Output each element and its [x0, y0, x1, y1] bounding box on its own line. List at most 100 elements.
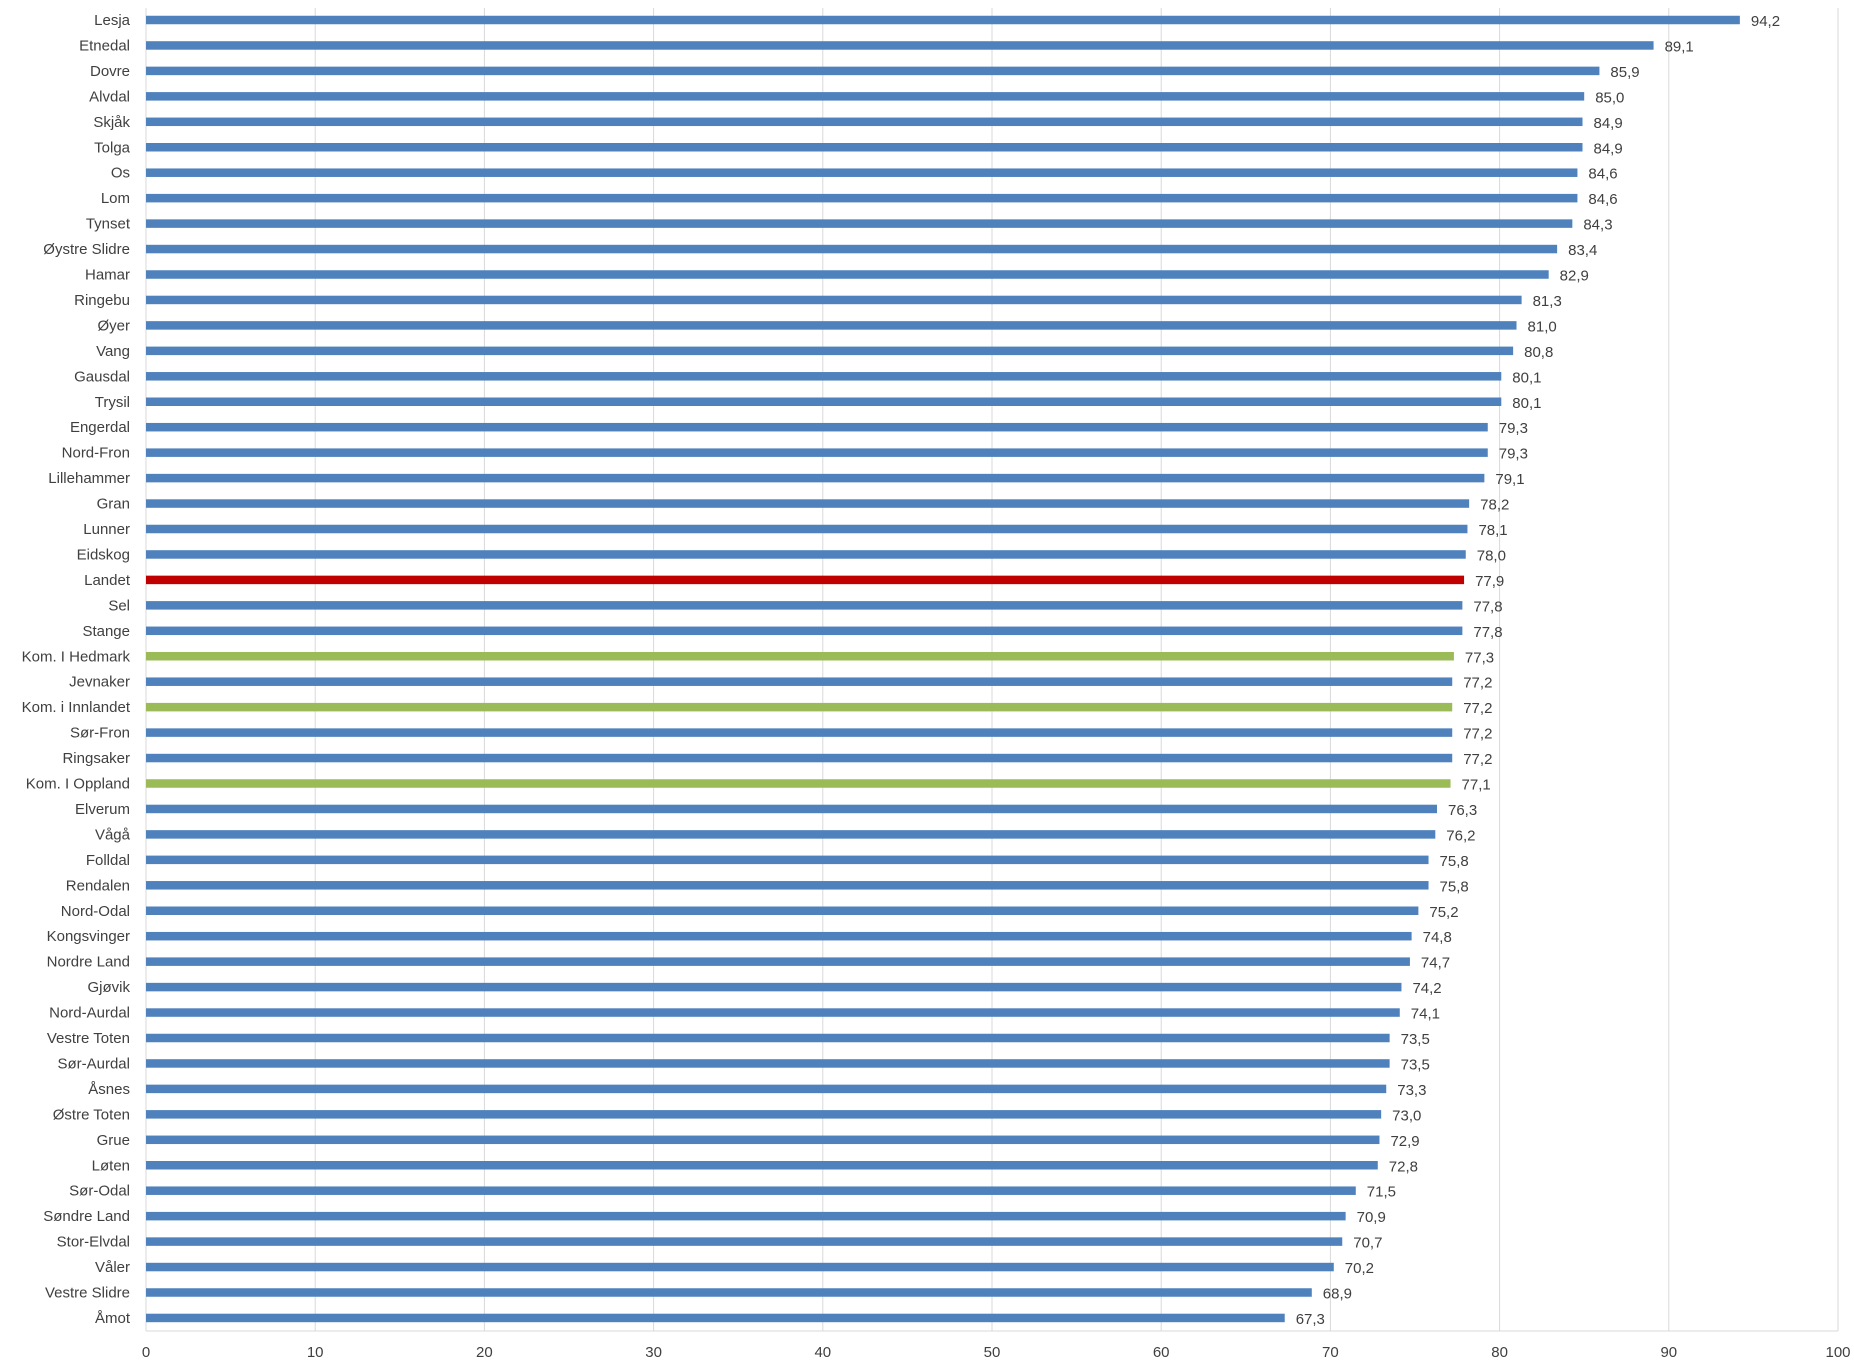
bar	[146, 779, 1451, 788]
data-label: 84,9	[1594, 140, 1623, 157]
data-label: 85,9	[1610, 64, 1639, 81]
category-label: Vestre Toten	[47, 1030, 130, 1047]
data-label: 73,0	[1392, 1107, 1421, 1124]
x-tick-label: 30	[645, 1344, 662, 1360]
bar	[146, 499, 1470, 508]
category-label: Lom	[101, 190, 130, 207]
bar	[146, 219, 1573, 228]
category-label: Hamar	[85, 267, 130, 284]
data-label: 75,8	[1440, 878, 1469, 895]
category-label: Kom. I Hedmark	[22, 648, 131, 665]
data-label: 68,9	[1323, 1286, 1352, 1303]
category-label: Sør-Odal	[69, 1183, 130, 1200]
bar	[146, 15, 1740, 25]
category-label: Nordre Land	[47, 954, 130, 971]
x-tick-label: 80	[1491, 1344, 1508, 1360]
data-label: 67,3	[1296, 1311, 1325, 1328]
category-label: Lesja	[94, 12, 131, 29]
category-label: Ringsaker	[62, 750, 130, 767]
data-label: 75,2	[1429, 904, 1458, 921]
data-label: 72,9	[1390, 1133, 1419, 1150]
data-label: 70,9	[1357, 1209, 1386, 1226]
bar	[146, 601, 1463, 610]
data-label: 79,1	[1495, 471, 1524, 488]
bar	[146, 957, 1410, 966]
bar	[146, 117, 1583, 127]
data-label: 84,3	[1583, 217, 1612, 234]
bar	[146, 550, 1466, 559]
data-label: 84,6	[1588, 191, 1617, 208]
data-label: 72,8	[1389, 1158, 1418, 1175]
bar	[146, 473, 1485, 483]
category-label: Tolga	[94, 139, 131, 156]
data-label: 77,2	[1463, 751, 1492, 768]
bar	[146, 346, 1514, 356]
bar	[146, 295, 1522, 305]
bar	[146, 41, 1654, 50]
data-label: 80,1	[1512, 369, 1541, 386]
category-label: Gjøvik	[88, 979, 131, 996]
data-label: 77,2	[1463, 675, 1492, 692]
x-tick-label: 40	[814, 1344, 831, 1360]
category-label: Gran	[97, 496, 130, 513]
gridlines	[145, 8, 1839, 1331]
bar	[146, 1161, 1378, 1170]
category-label: Åsnes	[88, 1081, 130, 1098]
category-label: Skjåk	[93, 114, 130, 131]
category-label: Eidskog	[77, 546, 130, 563]
bar	[146, 677, 1453, 686]
x-tick-label: 10	[307, 1344, 324, 1360]
category-label: Sel	[108, 597, 130, 614]
data-label: 84,6	[1588, 166, 1617, 183]
bar	[146, 1008, 1400, 1017]
bar	[146, 143, 1583, 152]
category-label: Gausdal	[74, 368, 130, 385]
category-label: Vang	[96, 343, 130, 360]
x-tick-label: 70	[1322, 1344, 1339, 1360]
category-label: Folldal	[86, 852, 130, 869]
category-label: Dovre	[90, 63, 130, 80]
bar	[146, 1059, 1390, 1068]
data-label: 70,7	[1353, 1235, 1382, 1252]
category-label: Lillehammer	[48, 470, 130, 487]
bar	[146, 1186, 1356, 1195]
bar	[146, 906, 1419, 915]
bar	[146, 1211, 1346, 1221]
category-label: Åmot	[95, 1310, 131, 1327]
data-label: 83,4	[1568, 242, 1597, 259]
category-label: Trysil	[95, 394, 130, 411]
category-label: Jevnaker	[69, 674, 130, 691]
data-label: 85,0	[1595, 89, 1624, 106]
x-tick-label: 20	[476, 1344, 493, 1360]
bar	[146, 270, 1549, 279]
data-label: 77,8	[1473, 598, 1502, 615]
data-label: 77,1	[1462, 777, 1491, 794]
category-label: Tynset	[86, 216, 131, 233]
category-label: Stor-Elvdal	[57, 1234, 130, 1251]
bar	[146, 66, 1600, 76]
category-label: Søndre Land	[43, 1208, 130, 1225]
bar	[146, 92, 1585, 101]
category-label: Grue	[97, 1132, 130, 1149]
data-label: 73,3	[1397, 1082, 1426, 1099]
data-label: 77,3	[1465, 649, 1494, 666]
data-label: 79,3	[1499, 420, 1528, 437]
bar	[146, 1084, 1387, 1094]
bar	[146, 804, 1437, 814]
data-label: 84,9	[1594, 115, 1623, 132]
data-label: 78,2	[1480, 497, 1509, 514]
data-label: 78,1	[1478, 522, 1507, 539]
data-label: 73,5	[1401, 1056, 1430, 1073]
data-label: 82,9	[1560, 268, 1589, 285]
category-label: Ringebu	[74, 292, 130, 309]
bar	[146, 855, 1429, 865]
category-label: Sør-Aurdal	[57, 1055, 130, 1072]
bar	[146, 931, 1412, 941]
category-label: Våler	[95, 1259, 130, 1276]
x-tick-label: 60	[1153, 1344, 1170, 1360]
data-label: 74,1	[1411, 1006, 1440, 1023]
bar	[146, 1313, 1285, 1323]
data-label: 75,8	[1440, 853, 1469, 870]
category-label: Landet	[84, 572, 131, 589]
